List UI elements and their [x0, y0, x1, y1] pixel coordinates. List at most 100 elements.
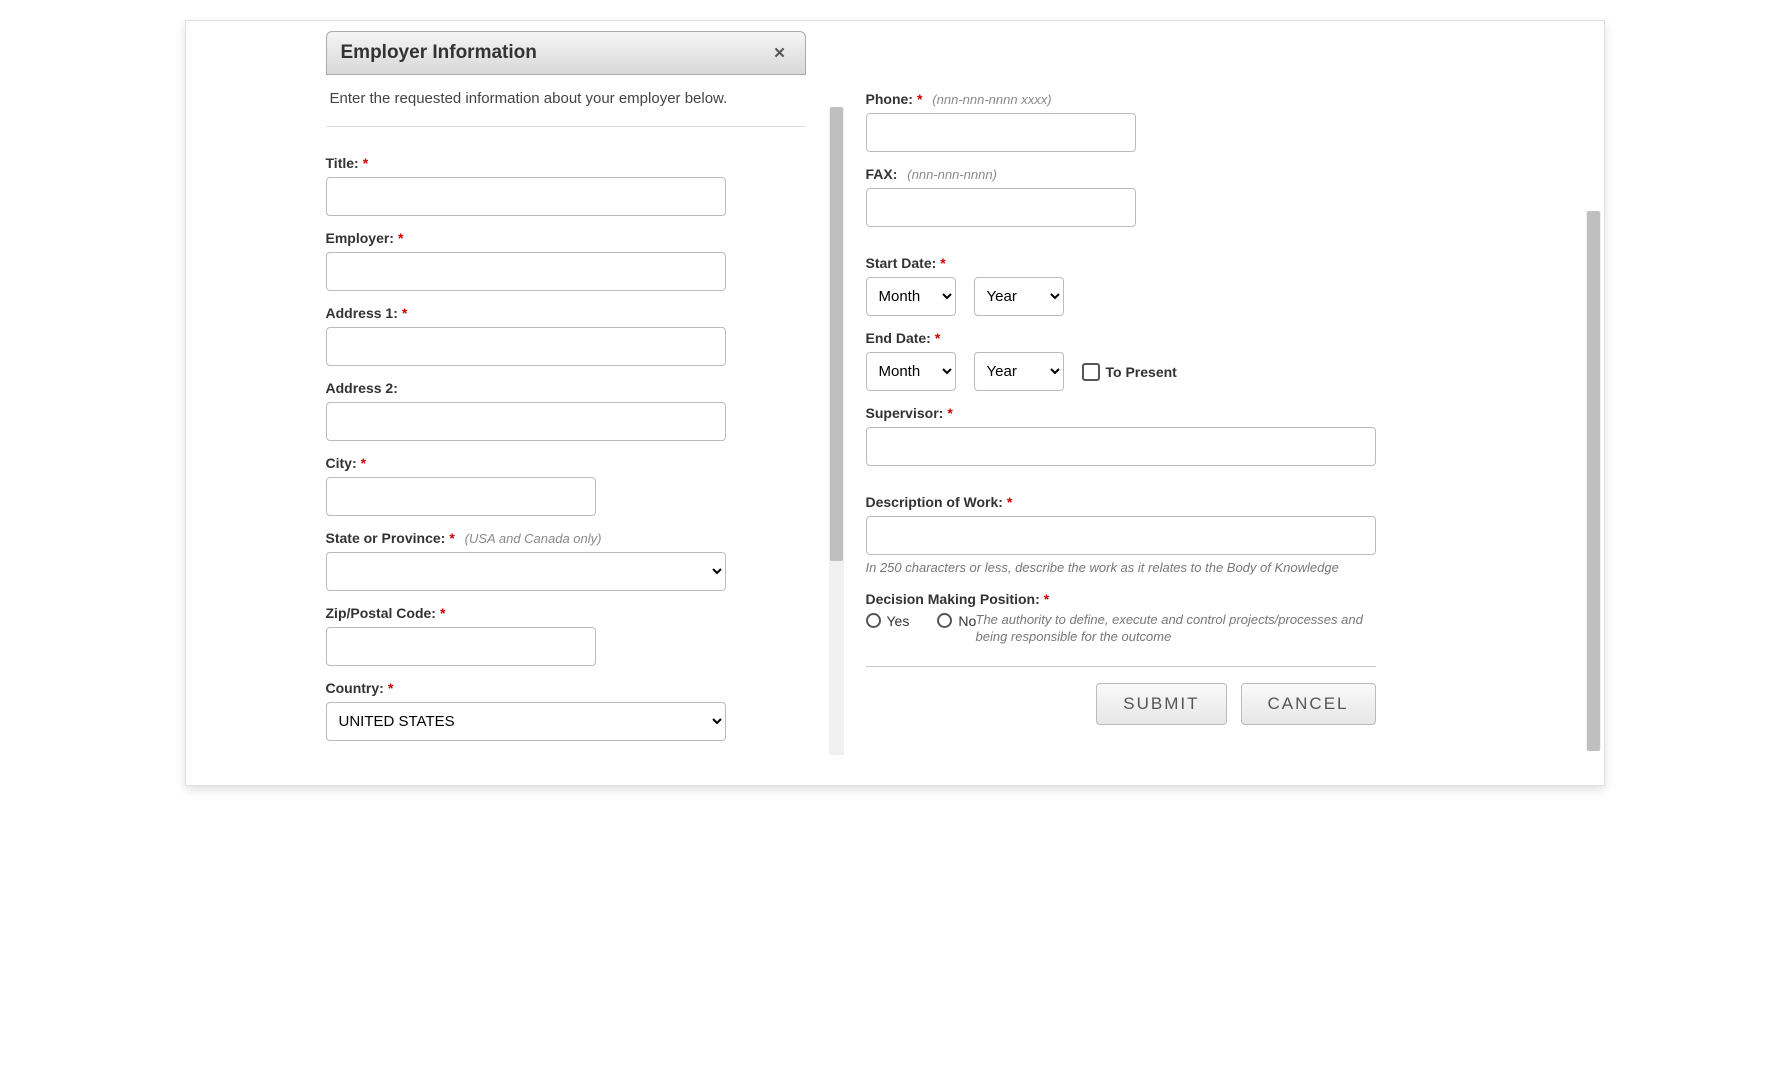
field-title: Title:* [326, 155, 806, 216]
field-city: City:* [326, 455, 806, 516]
title-input[interactable] [326, 177, 726, 216]
submit-button[interactable]: SUBMIT [1096, 683, 1226, 725]
cancel-button[interactable]: CANCEL [1241, 683, 1376, 725]
right-column: Phone:* (nnn-nnn-nnnn xxxx) FAX: (nnn-nn… [866, 31, 1496, 755]
zip-input[interactable] [326, 627, 596, 666]
field-country: Country:* UNITED STATES [326, 680, 806, 741]
city-input[interactable] [326, 477, 596, 516]
city-label: City:* [326, 455, 806, 471]
field-start-date: Start Date:* Month Year [866, 255, 1376, 316]
required-marker: * [402, 305, 407, 321]
employer-input[interactable] [326, 252, 726, 291]
supervisor-input[interactable] [866, 427, 1376, 466]
required-marker: * [398, 230, 403, 246]
field-employer: Employer:* [326, 230, 806, 291]
to-present-label: To Present [1106, 364, 1177, 380]
close-icon[interactable]: ✕ [769, 42, 791, 64]
required-marker: * [940, 255, 945, 271]
decision-helper: The authority to define, execute and con… [976, 611, 1376, 646]
end-date-label-text: End Date: [866, 330, 931, 346]
state-hint: (USA and Canada only) [465, 531, 602, 546]
required-marker: * [388, 680, 393, 696]
end-date-label: End Date:* [866, 330, 1376, 346]
zip-label: Zip/Postal Code:* [326, 605, 806, 621]
required-marker: * [1007, 494, 1012, 510]
description-label: Description of Work:* [866, 494, 1376, 510]
left-column: Employer Information ✕ Enter the request… [206, 31, 806, 755]
address2-label: Address 2: [326, 380, 806, 396]
field-address1: Address 1:* [326, 305, 806, 366]
dialog-title: Employer Information [341, 42, 537, 64]
employer-label-text: Employer: [326, 230, 394, 246]
title-label: Title:* [326, 155, 806, 171]
dialog-frame: Employer Information ✕ Enter the request… [185, 20, 1605, 786]
start-month-select[interactable]: Month [866, 277, 956, 316]
phone-hint: (nnn-nnn-nnnn xxxx) [932, 92, 1051, 107]
field-fax: FAX: (nnn-nnn-nnnn) [866, 166, 1376, 227]
description-input[interactable] [866, 516, 1376, 555]
decision-label-text: Decision Making Position: [866, 591, 1040, 607]
dialog-header: Employer Information ✕ [326, 31, 806, 75]
description-helper: In 250 characters or less, describe the … [866, 559, 1376, 577]
checkbox-icon [1082, 363, 1100, 381]
required-marker: * [361, 455, 366, 471]
city-label-text: City: [326, 455, 357, 471]
to-present-checkbox[interactable]: To Present [1082, 363, 1177, 381]
fax-hint: (nnn-nnn-nnnn) [907, 167, 997, 182]
address1-label-text: Address 1: [326, 305, 398, 321]
state-select[interactable] [326, 552, 726, 591]
field-zip: Zip/Postal Code:* [326, 605, 806, 666]
title-label-text: Title: [326, 155, 359, 171]
address2-input[interactable] [326, 402, 726, 441]
country-select[interactable]: UNITED STATES [326, 702, 726, 741]
address1-input[interactable] [326, 327, 726, 366]
phone-input[interactable] [866, 113, 1136, 152]
start-date-row: Month Year [866, 277, 1376, 316]
right-scrollbar[interactable] [1586, 211, 1601, 751]
state-label-text: State or Province: [326, 530, 446, 546]
required-marker: * [449, 530, 454, 546]
description-label-text: Description of Work: [866, 494, 1003, 510]
field-end-date: End Date:* Month Year To Present [866, 330, 1376, 391]
supervisor-label: Supervisor:* [866, 405, 1376, 421]
decision-no-radio[interactable]: No [937, 613, 976, 629]
fax-label: FAX: (nnn-nnn-nnnn) [866, 166, 1376, 182]
required-marker: * [1044, 591, 1049, 607]
field-phone: Phone:* (nnn-nnn-nnnn xxxx) [866, 91, 1376, 152]
left-scrollbar-thumb[interactable] [830, 107, 843, 561]
fax-input[interactable] [866, 188, 1136, 227]
radio-icon [937, 613, 952, 628]
required-marker: * [935, 330, 940, 346]
required-marker: * [440, 605, 445, 621]
employer-label: Employer:* [326, 230, 806, 246]
zip-label-text: Zip/Postal Code: [326, 605, 436, 621]
state-label: State or Province:* (USA and Canada only… [326, 530, 806, 546]
required-marker: * [363, 155, 368, 171]
start-year-select[interactable]: Year [974, 277, 1064, 316]
radio-icon [866, 613, 881, 628]
field-address2: Address 2: [326, 380, 806, 441]
required-marker: * [947, 405, 952, 421]
decision-no-label: No [958, 613, 976, 629]
end-year-select[interactable]: Year [974, 352, 1064, 391]
field-state: State or Province:* (USA and Canada only… [326, 530, 806, 591]
left-scrollbar[interactable] [829, 107, 844, 755]
decision-yes-label: Yes [887, 613, 910, 629]
fax-label-text: FAX: [866, 166, 898, 182]
dialog-actions: SUBMIT CANCEL [866, 666, 1376, 725]
phone-label-text: Phone: [866, 91, 913, 107]
start-date-label-text: Start Date: [866, 255, 937, 271]
country-label-text: Country: [326, 680, 384, 696]
end-month-select[interactable]: Month [866, 352, 956, 391]
field-decision: Decision Making Position:* Yes No The au… [866, 591, 1376, 646]
field-supervisor: Supervisor:* [866, 405, 1376, 466]
end-date-row: Month Year To Present [866, 352, 1376, 391]
field-description: Description of Work:* In 250 characters … [866, 494, 1376, 577]
dialog-intro: Enter the requested information about yo… [326, 83, 806, 127]
decision-label: Decision Making Position:* [866, 591, 1376, 607]
start-date-label: Start Date:* [866, 255, 1376, 271]
address1-label: Address 1:* [326, 305, 806, 321]
decision-yes-radio[interactable]: Yes [866, 613, 910, 629]
supervisor-label-text: Supervisor: [866, 405, 944, 421]
right-scrollbar-thumb[interactable] [1587, 211, 1600, 751]
